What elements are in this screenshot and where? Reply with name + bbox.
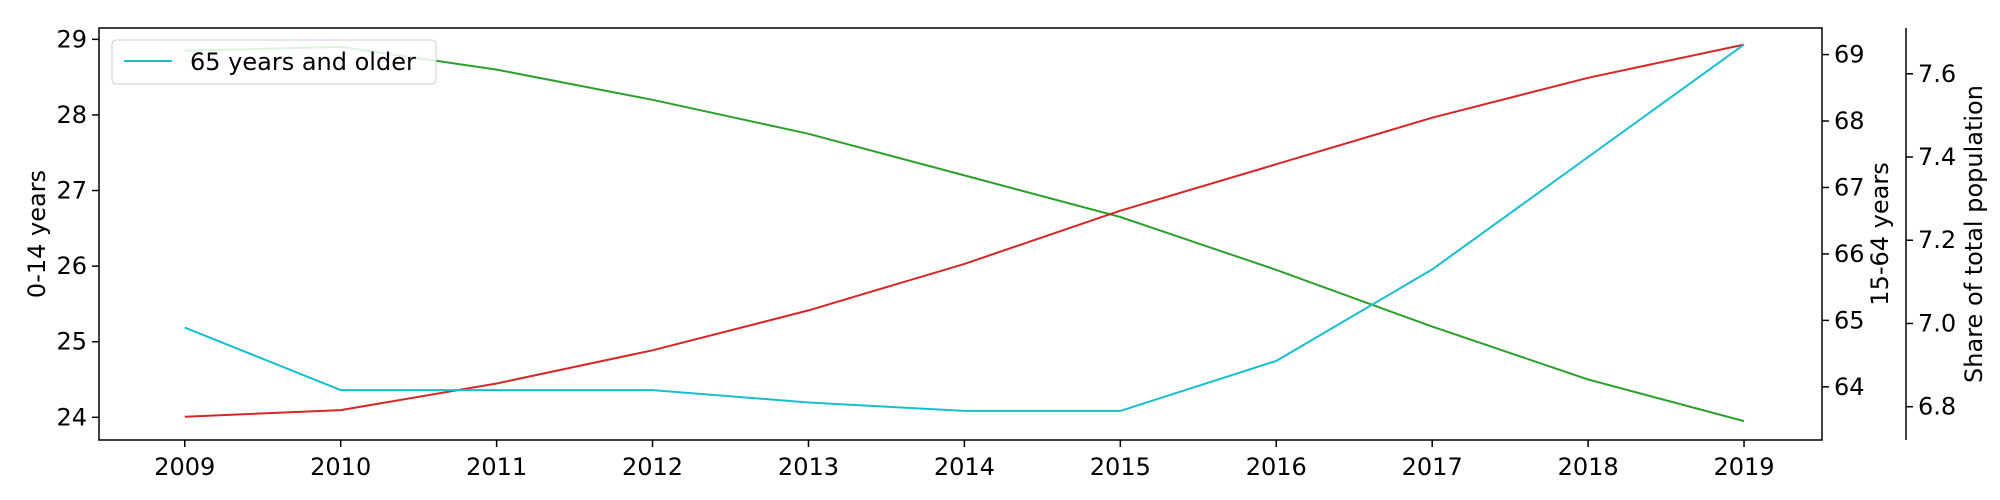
left-tick-label: 29 xyxy=(56,25,87,53)
x-tick-label: 2013 xyxy=(778,453,839,481)
left-tick-label: 27 xyxy=(56,177,87,205)
legend-label: 65 years and older xyxy=(190,48,416,76)
series-line-right1 xyxy=(184,43,1745,418)
right1-axis-title: 15-64 years xyxy=(1866,162,1894,305)
right2-tick-label: 7.4 xyxy=(1918,143,1956,171)
x-tick-label: 2019 xyxy=(1713,453,1774,481)
left-axis-title: 0-14 years xyxy=(23,170,51,298)
left-tick-label: 26 xyxy=(56,252,87,280)
x-tick-label: 2009 xyxy=(154,453,215,481)
right1-tick-label: 64 xyxy=(1834,373,1865,401)
right1-tick-label: 66 xyxy=(1834,240,1865,268)
x-tick-label: 2014 xyxy=(934,453,995,481)
x-tick-label: 2017 xyxy=(1402,453,1463,481)
x-tick-label: 2011 xyxy=(466,453,527,481)
legend-box xyxy=(111,39,437,85)
x-tick-label: 2010 xyxy=(310,453,371,481)
plot-frame xyxy=(98,27,1823,441)
right2-tick-label: 6.8 xyxy=(1918,393,1956,421)
legend: 65 years and older xyxy=(111,39,437,85)
series-line-right2 xyxy=(184,43,1745,412)
x-tick-label: 2015 xyxy=(1090,453,1151,481)
x-tick-label: 2018 xyxy=(1558,453,1619,481)
axis-layer: 2009 2010 2011 2012 2013 2014 2015 2016 2017 2018… xyxy=(56,25,1956,481)
series-line-left xyxy=(184,45,1745,423)
left-tick-label: 24 xyxy=(56,403,87,431)
right1-tick-label: 68 xyxy=(1834,107,1865,135)
left-tick-label: 25 xyxy=(56,328,87,356)
left-tick-label: 28 xyxy=(56,101,87,129)
right2-tick-label: 7.0 xyxy=(1918,309,1956,337)
x-tick-label: 2016 xyxy=(1246,453,1307,481)
series-layer xyxy=(184,43,1745,423)
right1-tick-label: 65 xyxy=(1834,306,1865,334)
right2-axis-title: Share of total population xyxy=(1960,85,1988,383)
x-tick-label: 2012 xyxy=(622,453,683,481)
right1-tick-label: 69 xyxy=(1834,41,1865,69)
right2-tick-label: 7.6 xyxy=(1918,60,1956,88)
right2-tick-label: 7.2 xyxy=(1918,226,1956,254)
right1-tick-label: 67 xyxy=(1834,173,1865,201)
